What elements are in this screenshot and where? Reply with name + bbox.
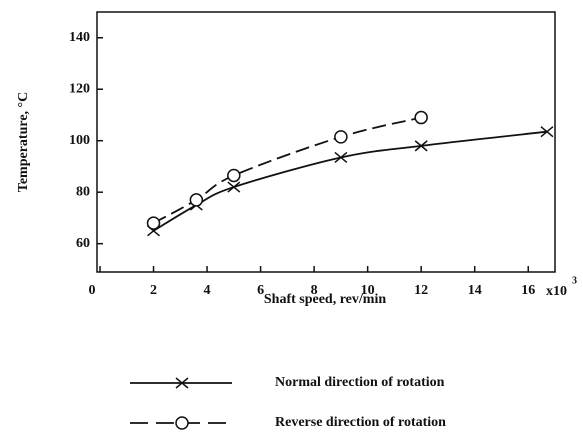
data-point (227, 181, 241, 193)
series-line (153, 116, 422, 224)
x-tick-label: 10 (361, 283, 375, 298)
x-tick-label: 8 (311, 283, 318, 298)
data-point (334, 151, 348, 164)
x-tick-label: 6 (257, 283, 264, 298)
plot-frame (96, 11, 556, 273)
data-point (189, 193, 204, 207)
data-point (334, 130, 348, 144)
data-point (414, 140, 428, 152)
data-point (146, 216, 161, 230)
x-tick-label: 0 (89, 283, 96, 298)
y-axis-label: Temperature, °C (16, 92, 31, 192)
y-tick-label: 60 (76, 236, 90, 251)
data-point (540, 126, 554, 138)
x-tick-label: 14 (468, 283, 482, 298)
legend-label: Reverse direction of rotation (275, 415, 446, 430)
y-tick-label: 140 (69, 30, 90, 45)
y-tick-label: 120 (69, 81, 90, 96)
x-axis-label: Shaft speed, rev/min (264, 292, 386, 307)
data-point (414, 110, 428, 125)
x-tick-label: 2 (150, 283, 157, 298)
data-point (227, 168, 241, 183)
x-tick-label: 16 (521, 283, 535, 298)
series-line (153, 130, 548, 232)
x-multiplier-exponent: 3 (572, 275, 577, 286)
y-tick-label: 100 (69, 133, 90, 148)
x-multiplier: x10 (546, 284, 567, 299)
y-tick-label: 80 (76, 184, 90, 199)
x-tick-label: 4 (204, 283, 211, 298)
legend-label: Normal direction of rotation (275, 375, 445, 390)
legend-marker (175, 377, 189, 389)
legend-marker (175, 416, 189, 430)
x-tick-label: 12 (414, 283, 428, 298)
